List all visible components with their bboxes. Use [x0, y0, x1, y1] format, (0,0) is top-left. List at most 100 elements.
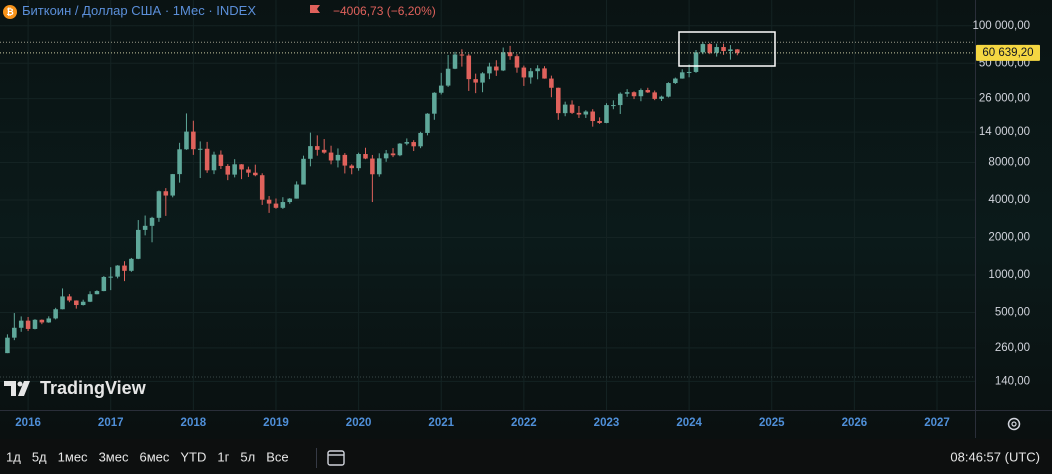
symbol-icon-glyph: ₿ — [6, 7, 13, 17]
candle-body — [480, 73, 485, 83]
y-tick-label: 260,00 — [995, 342, 1030, 354]
candle-body — [521, 67, 527, 78]
candle-body — [466, 55, 472, 80]
candle-body — [569, 104, 575, 113]
candle-body — [349, 165, 354, 169]
logo: TradingView — [4, 378, 147, 398]
candle-body — [60, 296, 65, 310]
candle-body — [673, 78, 678, 84]
candle-body — [25, 320, 31, 329]
highlight-box — [678, 31, 776, 67]
y-tick-label: 500,00 — [995, 307, 1030, 319]
range-button[interactable]: Все — [266, 449, 288, 464]
candle-body — [721, 47, 726, 52]
range-button[interactable]: YTD — [180, 449, 206, 464]
range-button[interactable]: 5л — [240, 449, 255, 464]
candle-body — [376, 158, 382, 175]
candle-body — [197, 148, 203, 150]
flag-icon[interactable] — [310, 5, 320, 13]
x-tick-label: 2019 — [263, 417, 289, 429]
candle-body — [590, 111, 595, 122]
logo-icon — [17, 381, 23, 387]
range-button[interactable]: 1мес — [58, 449, 88, 464]
candle-body — [53, 309, 58, 319]
candle-body — [39, 319, 45, 323]
y-tick-label: 1000,00 — [988, 269, 1030, 281]
x-tick-label: 2020 — [346, 417, 372, 429]
candle-body — [46, 318, 52, 323]
candle-body — [163, 191, 169, 196]
y-tick-label: 100 000,00 — [972, 20, 1030, 32]
candle-body — [204, 148, 210, 171]
x-tick-label: 2024 — [676, 417, 702, 429]
x-tick-label: 2017 — [98, 417, 124, 429]
candle-body — [253, 172, 258, 176]
x-tick-label: 2023 — [594, 417, 620, 429]
candle-body — [74, 300, 79, 306]
candle-body — [645, 90, 651, 93]
range-button[interactable]: 1д — [6, 449, 21, 464]
candle-body — [149, 217, 155, 226]
candle-body — [363, 154, 368, 159]
candle-body — [631, 92, 637, 97]
candle-body — [583, 111, 589, 115]
candle-body — [135, 229, 141, 259]
candle-body — [487, 66, 492, 74]
candle-body — [714, 47, 719, 53]
range-button[interactable]: 5д — [32, 449, 47, 464]
candle-body — [218, 154, 224, 166]
candle-body — [556, 87, 561, 114]
candle-body — [473, 79, 478, 83]
y-tick-label: 4000,00 — [988, 194, 1030, 206]
x-tick-label: 2025 — [759, 417, 785, 429]
x-tick-label: 2018 — [181, 417, 207, 429]
candle-body — [728, 49, 733, 52]
date-range-icon[interactable] — [327, 450, 345, 466]
candle-body — [156, 191, 162, 218]
candle-body — [459, 54, 465, 56]
candle-body — [679, 72, 685, 79]
candle-body — [507, 52, 513, 57]
candle-body — [432, 92, 437, 114]
logo-icon — [4, 381, 30, 396]
candle-body — [94, 291, 100, 295]
candle-body — [12, 327, 17, 338]
candle-body — [266, 199, 272, 204]
change-label: −4006,73 (−6,20%) — [333, 4, 436, 18]
y-tick-label: 26 000,00 — [979, 93, 1030, 105]
candle-body — [142, 225, 148, 230]
separator: · — [205, 3, 217, 18]
candle-body — [18, 320, 24, 328]
candle-body — [514, 56, 520, 68]
candle-body — [67, 296, 72, 301]
candles — [0, 41, 975, 354]
range-buttons: 1д 5д 1мес 3мес 6мес YTD 1г 5л Все — [6, 449, 289, 464]
candle-body — [122, 265, 127, 271]
candle-body — [239, 164, 244, 170]
x-tick-label: 2027 — [924, 417, 950, 429]
candle-body — [535, 68, 540, 72]
candle-body — [617, 93, 623, 106]
candle-body — [246, 169, 251, 173]
candle-body — [225, 165, 231, 175]
candle-body — [87, 294, 93, 302]
candle-body — [549, 78, 554, 88]
candle-body — [232, 164, 237, 175]
candle-body — [115, 265, 120, 277]
candle-body — [666, 83, 671, 97]
y-tick-label: 140,00 — [995, 375, 1030, 387]
settings-icon — [1011, 421, 1017, 427]
range-button[interactable]: 3мес — [99, 449, 129, 464]
candle-body — [315, 146, 320, 150]
candle-body — [287, 198, 293, 203]
candle-body — [411, 142, 416, 147]
candle-body — [452, 54, 458, 69]
toolbar — [0, 439, 1052, 474]
candle-body — [280, 202, 286, 208]
candle-body — [370, 158, 375, 175]
candle-body — [321, 149, 327, 153]
range-button[interactable]: 6мес — [139, 449, 169, 464]
range-button[interactable]: 1г — [217, 449, 229, 464]
settings-icon[interactable] — [1007, 417, 1021, 431]
